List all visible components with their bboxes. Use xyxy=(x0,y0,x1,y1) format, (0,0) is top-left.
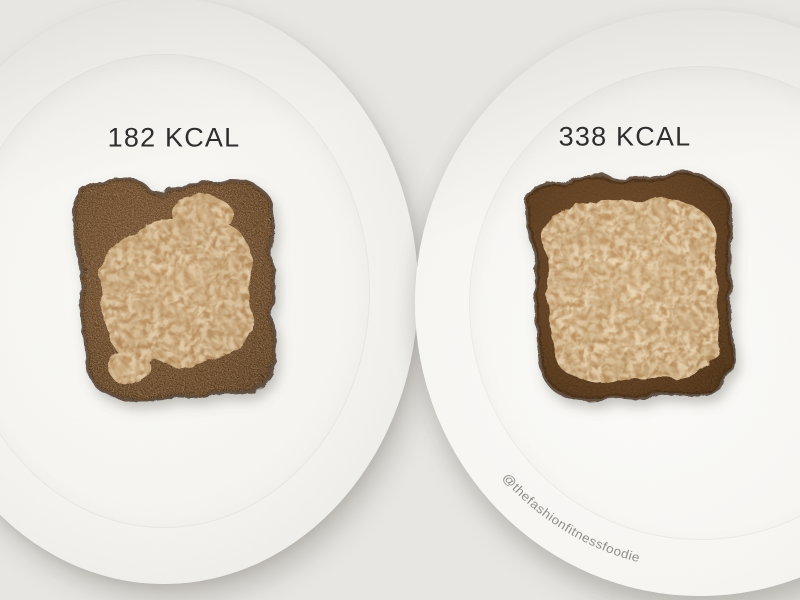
left-kcal-label: 182 KCAL xyxy=(107,122,241,153)
right-kcal-label: 338 KCAL xyxy=(558,121,692,152)
left-toast xyxy=(60,163,290,408)
right-toast-peanut-butter-swirls xyxy=(541,197,720,382)
right-toast xyxy=(516,158,741,406)
